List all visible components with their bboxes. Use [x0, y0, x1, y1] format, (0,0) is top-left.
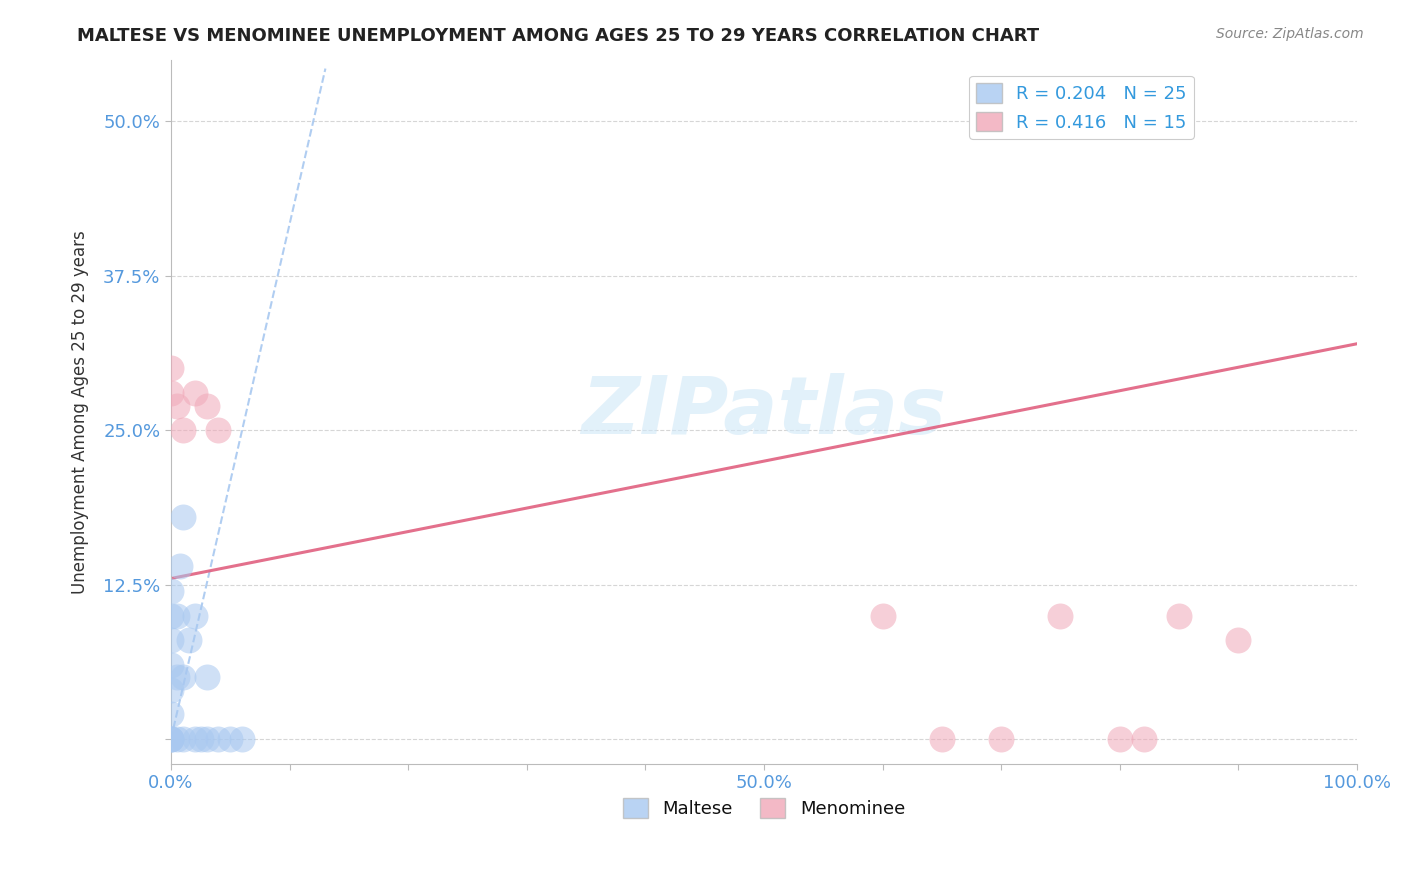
- Point: [160, 633, 183, 648]
- Point: [1227, 633, 1250, 648]
- Point: [160, 361, 183, 376]
- Point: [160, 608, 183, 623]
- Point: [195, 399, 218, 413]
- Text: Source: ZipAtlas.com: Source: ZipAtlas.com: [1216, 27, 1364, 41]
- Point: [160, 732, 183, 747]
- Point: [1108, 732, 1130, 747]
- Point: [931, 732, 953, 747]
- Point: [160, 682, 183, 697]
- Point: [1132, 732, 1154, 747]
- Point: [231, 732, 253, 747]
- Point: [207, 423, 229, 437]
- Point: [195, 732, 218, 747]
- Point: [172, 509, 194, 524]
- Text: ZIPatlas: ZIPatlas: [582, 373, 946, 450]
- Point: [160, 386, 183, 401]
- Point: [172, 670, 194, 684]
- Point: [160, 707, 183, 722]
- Point: [172, 423, 194, 437]
- Point: [183, 732, 205, 747]
- Point: [183, 386, 205, 401]
- Point: [172, 732, 194, 747]
- Point: [160, 732, 183, 747]
- Point: [190, 732, 212, 747]
- Point: [207, 732, 229, 747]
- Point: [990, 732, 1012, 747]
- Point: [183, 608, 205, 623]
- Point: [1049, 608, 1071, 623]
- Point: [166, 399, 188, 413]
- Point: [177, 633, 200, 648]
- Point: [219, 732, 242, 747]
- Point: [872, 608, 894, 623]
- Legend: Maltese, Menominee: Maltese, Menominee: [616, 791, 912, 825]
- Point: [166, 732, 188, 747]
- Y-axis label: Unemployment Among Ages 25 to 29 years: Unemployment Among Ages 25 to 29 years: [72, 230, 89, 593]
- Point: [166, 670, 188, 684]
- Point: [169, 559, 191, 574]
- Point: [160, 657, 183, 672]
- Text: MALTESE VS MENOMINEE UNEMPLOYMENT AMONG AGES 25 TO 29 YEARS CORRELATION CHART: MALTESE VS MENOMINEE UNEMPLOYMENT AMONG …: [77, 27, 1039, 45]
- Point: [1168, 608, 1191, 623]
- Point: [160, 583, 183, 598]
- Point: [166, 608, 188, 623]
- Point: [195, 670, 218, 684]
- Point: [160, 732, 183, 747]
